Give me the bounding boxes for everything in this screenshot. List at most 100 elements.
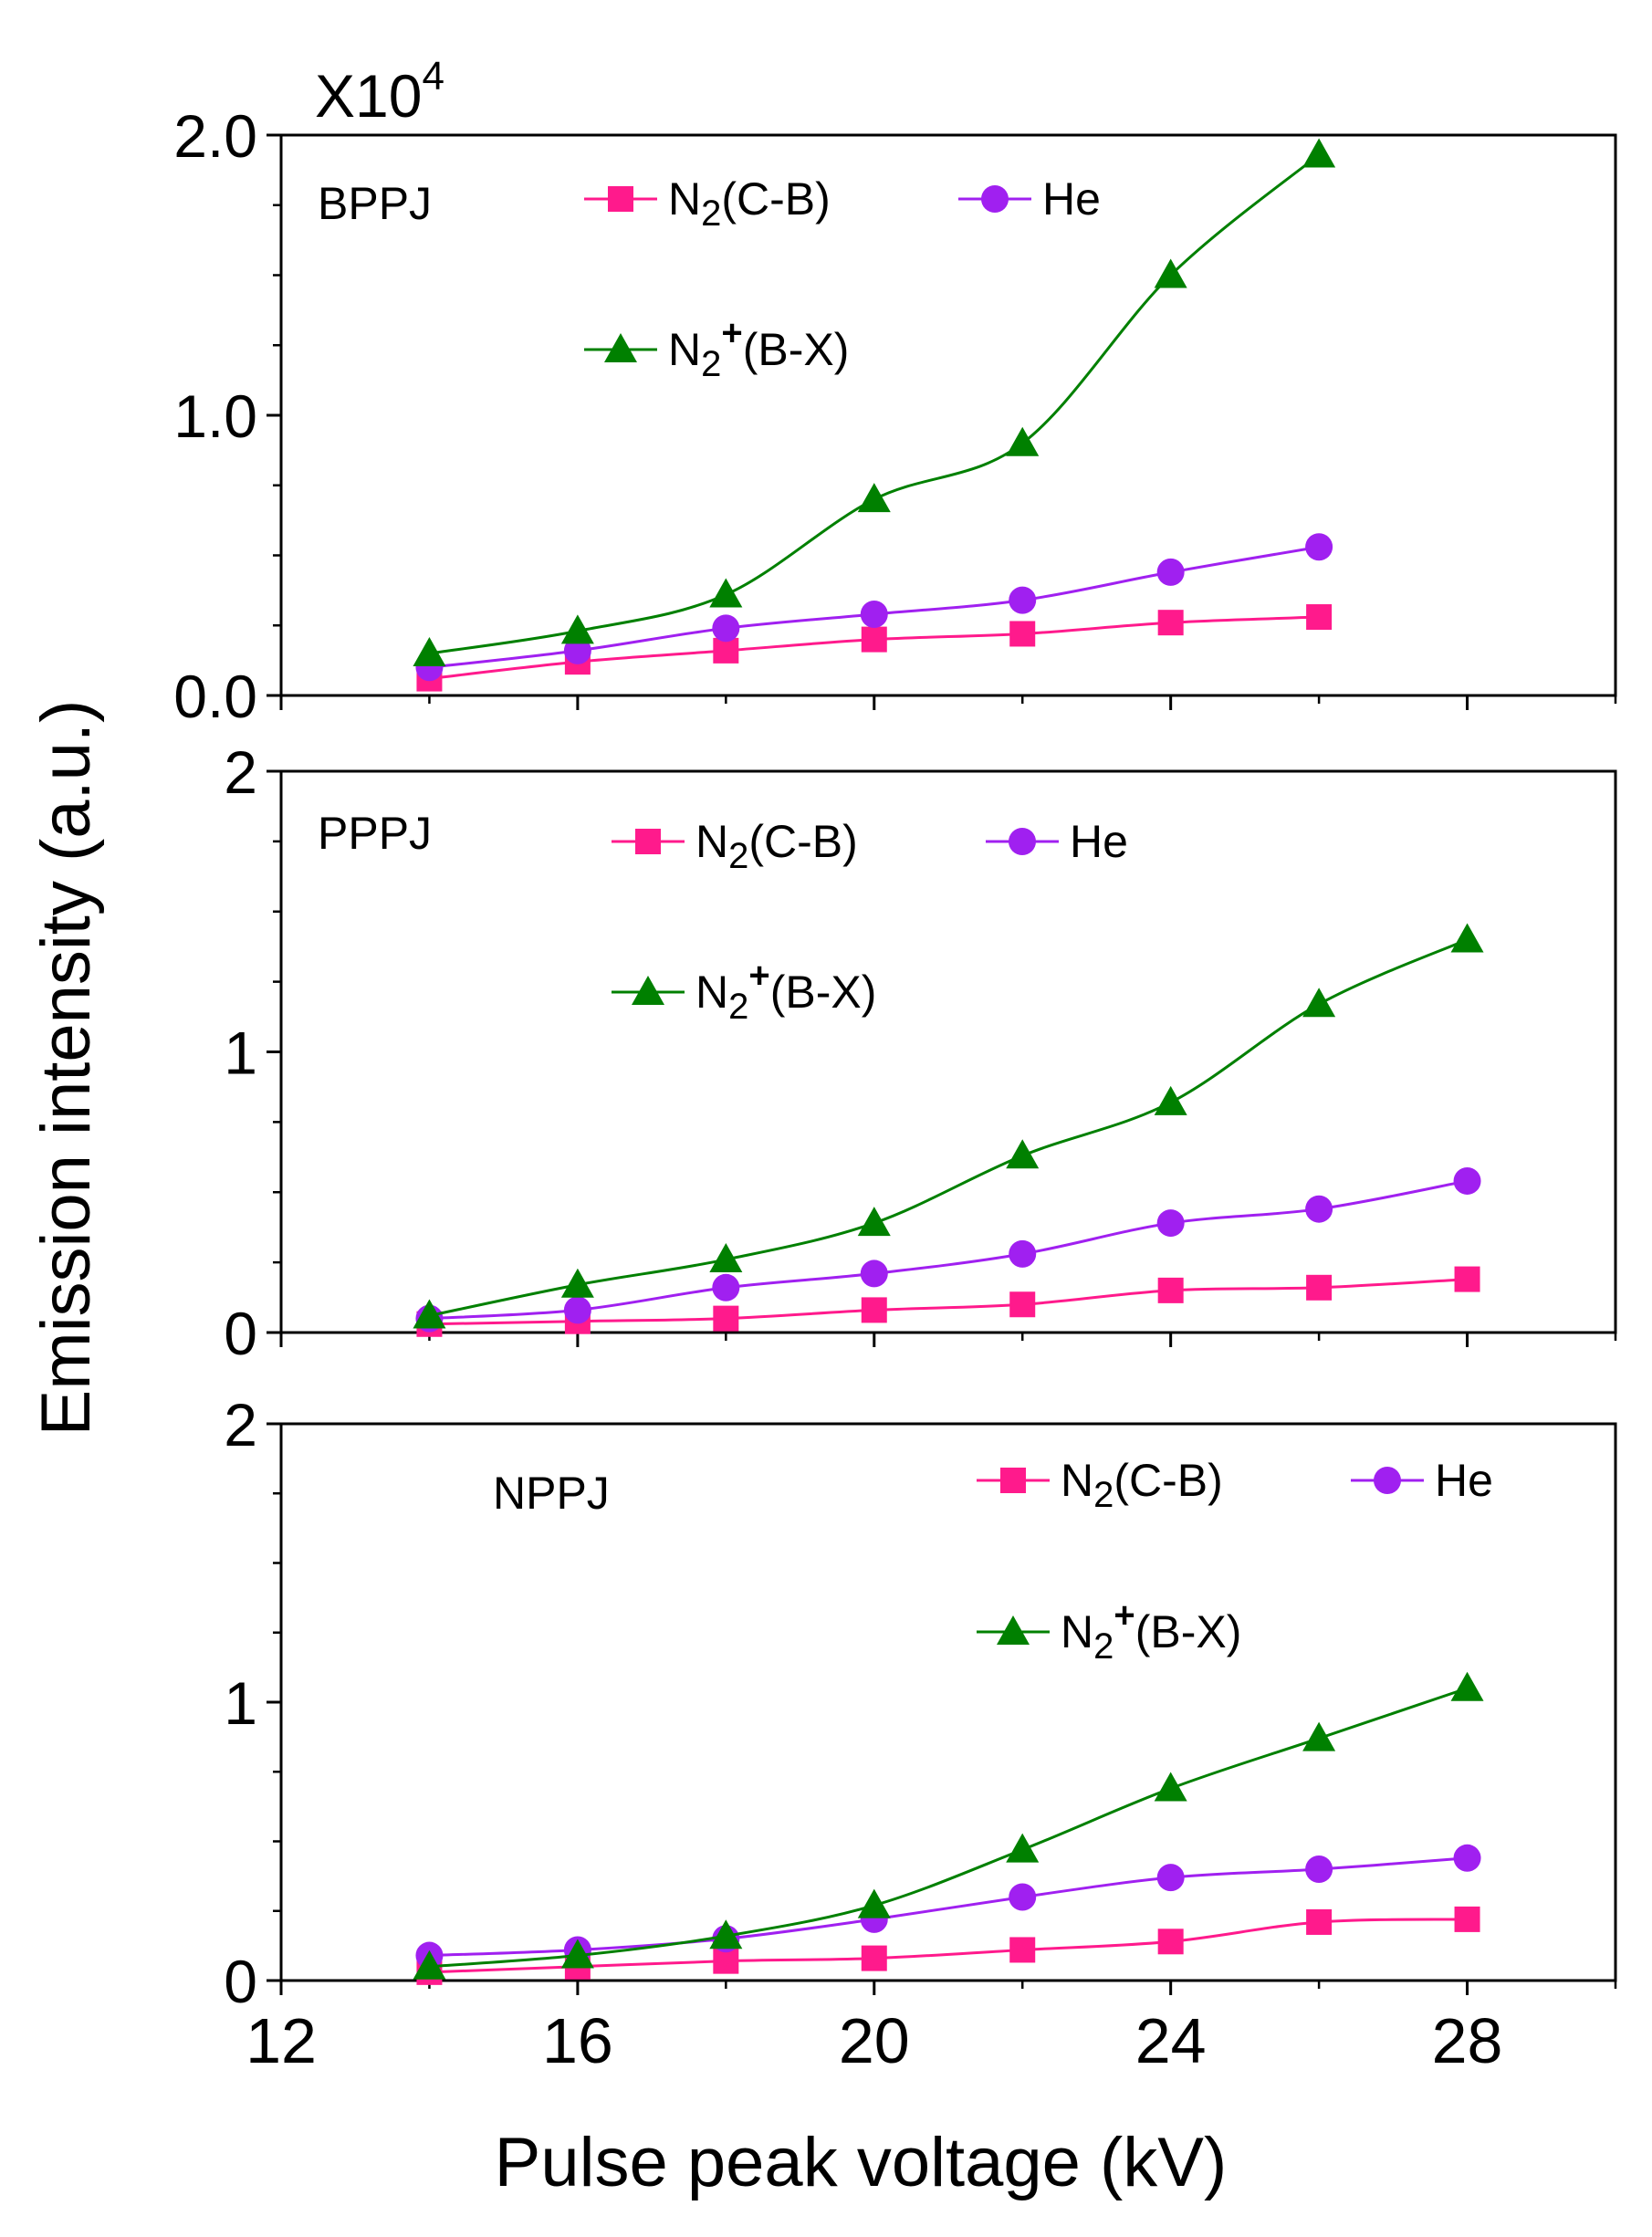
data-point xyxy=(1006,1139,1040,1169)
legend-label-rest: (B-X) xyxy=(770,967,877,1018)
data-point xyxy=(861,1297,887,1323)
data-point xyxy=(1156,1864,1185,1892)
legend-label-base: N xyxy=(1061,1455,1093,1506)
series-1 xyxy=(415,1166,1481,1333)
legend-label-base: N xyxy=(668,324,701,375)
series-2 xyxy=(413,138,1336,666)
panel-title: BPPJ xyxy=(318,178,432,229)
data-point xyxy=(1009,1883,1037,1911)
legend-marker xyxy=(1000,1468,1026,1493)
data-point xyxy=(1454,1266,1480,1292)
data-point xyxy=(857,1888,891,1918)
series-1 xyxy=(415,533,1333,682)
legend-label-subscript: 2 xyxy=(1093,1475,1114,1515)
legend-label: N2+(B-X) xyxy=(668,313,849,384)
series-line xyxy=(429,1278,1468,1326)
data-point xyxy=(1006,1833,1040,1863)
series-line xyxy=(429,1687,1469,1969)
legend-label-base: He xyxy=(1070,816,1128,867)
series-line xyxy=(429,1918,1468,1974)
data-point xyxy=(860,1260,888,1288)
series-2 xyxy=(413,1671,1484,1980)
data-point xyxy=(709,1919,743,1950)
y-multiplier-exponent: 4 xyxy=(422,54,444,99)
legend-marker xyxy=(604,333,637,362)
y-multiplier: X104 xyxy=(315,54,444,130)
data-point xyxy=(1009,586,1037,614)
data-point xyxy=(560,1939,594,1969)
series-line xyxy=(429,1179,1468,1321)
y-tick-label: 0.0 xyxy=(173,663,257,730)
data-point xyxy=(860,600,888,628)
legend-label: N2(C-B) xyxy=(695,816,858,876)
legend-label-base: N xyxy=(668,173,701,225)
data-point xyxy=(560,614,594,644)
legend-entry: N2+(B-X) xyxy=(584,313,849,384)
x-tick-label: 24 xyxy=(1135,2005,1207,2076)
legend-label-rest: (B-X) xyxy=(1135,1606,1242,1657)
plot-frame xyxy=(279,1422,1617,1982)
data-point xyxy=(857,483,891,513)
panel-title: PPPJ xyxy=(318,808,432,859)
legend-entry: N2(C-B) xyxy=(584,173,831,234)
data-point xyxy=(1302,988,1336,1018)
legend-label-rest: (C-B) xyxy=(1114,1455,1222,1506)
x-tick-label: 28 xyxy=(1432,2005,1503,2076)
data-point xyxy=(1157,1929,1184,1955)
data-point xyxy=(1302,1721,1336,1751)
data-point xyxy=(1009,1239,1037,1268)
data-point xyxy=(413,636,446,666)
legend-entry: N2+(B-X) xyxy=(612,956,876,1027)
legend-marker xyxy=(632,976,664,1005)
legend-marker xyxy=(981,185,1009,213)
legend-label-base: He xyxy=(1435,1455,1493,1506)
data-point xyxy=(713,637,739,664)
y-multiplier-base: X10 xyxy=(315,62,422,130)
x-axis-label: Pulse peak voltage (kV) xyxy=(495,2124,1228,2201)
data-point xyxy=(1305,533,1333,561)
y-tick-label: 2 xyxy=(224,738,257,806)
y-tick-label: 1 xyxy=(224,1019,257,1087)
data-point xyxy=(1154,258,1187,288)
panel-title: NPPJ xyxy=(493,1468,610,1519)
legend-label-base: N xyxy=(695,967,728,1018)
legend-label: He xyxy=(1070,816,1128,867)
data-point xyxy=(1450,923,1484,953)
data-point xyxy=(1009,621,1036,647)
data-point xyxy=(1305,1855,1333,1883)
legend-label-rest: (C-B) xyxy=(721,173,830,225)
y-tick-label: 1 xyxy=(224,1669,257,1737)
data-point xyxy=(1009,1291,1036,1318)
legend-marker xyxy=(635,829,661,854)
data-point xyxy=(1154,1772,1187,1802)
data-point xyxy=(709,578,743,608)
data-point xyxy=(1305,1195,1333,1223)
data-point xyxy=(709,1243,743,1273)
legend-entry: N2(C-B) xyxy=(612,816,858,876)
legend-label-base: N xyxy=(695,816,728,867)
data-point xyxy=(1156,1209,1185,1238)
data-point xyxy=(563,1296,591,1324)
legend-marker xyxy=(1009,828,1036,855)
legend-label-subscript: 2 xyxy=(701,193,721,234)
legend-label-subscript: 2 xyxy=(728,836,748,876)
data-point xyxy=(1157,1277,1184,1303)
legend-marker xyxy=(1374,1467,1401,1494)
legend-label-rest: (C-B) xyxy=(748,816,857,867)
x-tick-label: 16 xyxy=(542,2005,613,2076)
data-point xyxy=(560,1268,594,1298)
data-point xyxy=(861,1945,887,1971)
legend-entry: He xyxy=(986,816,1128,867)
legend-label: N2+(B-X) xyxy=(1061,1595,1241,1667)
data-point xyxy=(1156,558,1185,586)
legend-entry: He xyxy=(1351,1455,1493,1506)
legend-label: N2+(B-X) xyxy=(695,956,876,1027)
data-point xyxy=(1453,1844,1481,1872)
legend-label: He xyxy=(1042,173,1101,225)
legend-label-superscript: + xyxy=(1114,1595,1134,1636)
y-tick-label: 2.0 xyxy=(173,102,257,170)
